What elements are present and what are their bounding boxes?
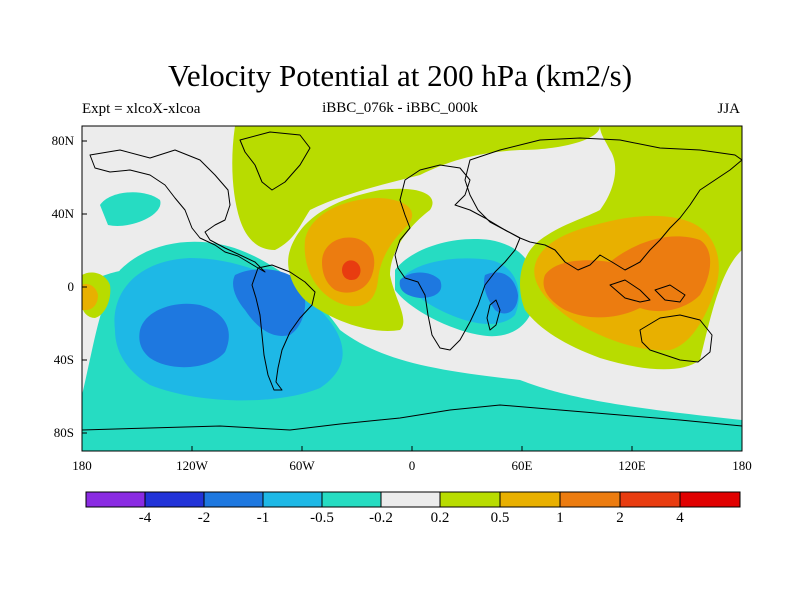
pos-region-arctic: [232, 126, 600, 250]
asia-coast: [464, 137, 742, 271]
colorbar-swatch-5: [380, 491, 441, 508]
x-tick-label-0: 0: [408, 458, 416, 473]
y-tick-label-40s: 40S: [53, 352, 74, 367]
neg-region-high-lat: [82, 440, 742, 451]
pos-region-mid-west: [82, 284, 98, 310]
colorbar-swatch-10: [679, 491, 741, 508]
y-tick-label-40n: 40N: [51, 206, 74, 221]
north-america-coast: [89, 149, 266, 273]
maritime-continent-coast: [609, 279, 686, 303]
difference-label: iBBC_076k - iBBC_000k: [322, 100, 478, 116]
y-tick-label-0: 0: [67, 279, 75, 294]
madagascar-coast: [486, 299, 501, 331]
colorbar-label: -0.2: [369, 510, 393, 526]
neg-region-core-2: [233, 269, 306, 336]
colorbar-label: -0.5: [310, 510, 334, 526]
velocity-potential-field: [82, 126, 742, 451]
colorbar-swatch-4: [321, 491, 382, 508]
neg-region-pacific-north: [100, 192, 161, 226]
pos-region-peak-atl: [342, 260, 361, 280]
neg-region-core-1: [139, 303, 229, 368]
x-tick-label-60e: 60E: [511, 458, 533, 473]
colorbar-label: 0.5: [490, 510, 510, 526]
x-tick-label-60w: 60W: [289, 458, 315, 473]
antarctica-coast: [82, 404, 742, 431]
experiment-label: Expt = xlcoX-xlcoa: [82, 101, 201, 117]
x-tick-label-120e: 120E: [618, 458, 646, 473]
colorbar-label: -1: [256, 510, 270, 526]
colorbar-label: -4: [138, 510, 152, 526]
x-tick-label-180e: 180: [732, 458, 752, 473]
colorbar-swatch-0: [85, 491, 146, 508]
y-tick-label-80s: 80S: [53, 425, 74, 440]
map-title: Velocity Potential at 200 hPa (km2/s): [167, 58, 633, 93]
colorbar-swatches: [85, 491, 741, 508]
europe-africa-coast: [394, 164, 521, 351]
x-tick-label-180w: 180: [72, 458, 92, 473]
season-label: JJA: [717, 101, 740, 117]
colorbar-swatch-6: [439, 491, 501, 508]
colorbar-label: -2: [197, 510, 211, 526]
colorbar-label: 0.2: [430, 510, 450, 526]
colorbar-swatch-7: [499, 491, 561, 508]
x-tick-label-120w: 120W: [176, 458, 208, 473]
colorbar-label: 2: [616, 510, 624, 526]
colorbar-label: 4: [676, 510, 684, 526]
colorbar-swatch-9: [619, 491, 681, 508]
greenland-coast: [239, 131, 311, 191]
south-america-coast: [251, 264, 316, 391]
colorbar-swatch-2: [203, 491, 264, 508]
australia-coast: [639, 314, 713, 363]
coastlines: [82, 131, 742, 431]
neg-region-core-3: [399, 272, 442, 298]
pos-region-core-ind: [543, 236, 711, 318]
y-tick-label-80n: 80N: [51, 133, 74, 148]
colorbar-label: 1: [556, 510, 564, 526]
colorbar-swatch-8: [559, 491, 621, 508]
colorbar-swatch-3: [262, 491, 323, 508]
tick-marks: [81, 140, 743, 451]
colorbar-swatch-1: [144, 491, 205, 508]
